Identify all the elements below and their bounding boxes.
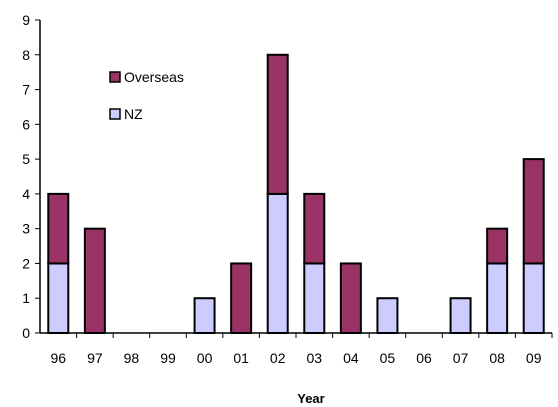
bar-overseas-08 [486,227,509,265]
x-tick-label: 06 [416,350,432,366]
bar-overseas-01 [230,262,253,335]
x-tick-label: 97 [87,350,103,366]
legend-label-nz: NZ [124,106,143,122]
bar-nz-05 [376,297,399,335]
bar-overseas-09 [522,158,545,265]
x-tick-label: 01 [233,350,249,366]
bar-nz-02 [266,192,289,334]
x-tick-label: 08 [489,350,505,366]
x-axis-ticks: 96 97 98 99 00 01 02 03 04 05 06 07 08 09 [50,333,553,366]
x-tick-label: 09 [526,350,542,366]
bar-nz-09 [522,262,545,335]
x-tick-label: 98 [124,350,140,366]
y-tick-label: 9 [22,12,30,28]
bars [47,53,545,335]
y-tick-label: 4 [22,186,30,202]
x-tick-label: 07 [453,350,469,366]
bar-overseas-02 [266,53,289,195]
legend: Overseas NZ [109,69,184,122]
x-tick-label: 00 [197,350,213,366]
legend-swatch-nz [109,108,121,120]
y-tick-label: 3 [22,221,30,237]
legend-label-overseas: Overseas [124,69,184,85]
y-tick-label: 7 [22,82,30,98]
y-tick-label: 6 [22,116,30,132]
x-tick-label: 03 [306,350,322,366]
x-axis-title: Year [297,391,324,406]
bar-overseas-03 [303,192,326,265]
bar-nz-07 [449,297,472,335]
bar-nz-03 [303,262,326,335]
x-tick-label: 96 [50,350,66,366]
x-tick-label: 02 [270,350,286,366]
bar-nz-00 [193,297,216,335]
bar-nz-96 [47,262,70,335]
legend-swatch-overseas [109,71,121,83]
y-axis-ticks: 0 1 2 3 4 5 6 7 8 9 [22,12,40,341]
y-tick-label: 2 [22,255,30,271]
bar-nz-08 [486,262,509,335]
x-tick-label: 04 [343,350,359,366]
y-tick-label: 1 [22,290,30,306]
x-tick-label: 05 [380,350,396,366]
y-tick-label: 8 [22,47,30,63]
bar-overseas-04 [339,262,362,335]
y-tick-label: 0 [22,325,30,341]
bar-overseas-97 [83,227,106,335]
y-tick-label: 5 [22,151,30,167]
bar-overseas-96 [47,192,70,265]
x-tick-label: 99 [160,350,176,366]
